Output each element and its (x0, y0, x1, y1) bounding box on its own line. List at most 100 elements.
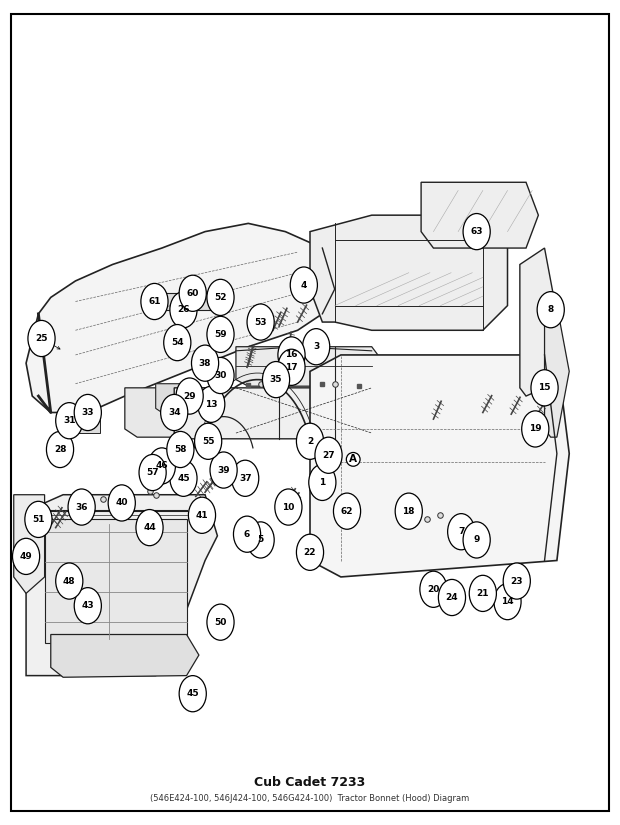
Circle shape (420, 571, 447, 607)
Text: 51: 51 (32, 515, 45, 524)
Circle shape (207, 316, 234, 352)
Text: 31: 31 (63, 417, 76, 425)
Circle shape (179, 676, 206, 712)
Polygon shape (60, 417, 100, 433)
Circle shape (278, 349, 305, 385)
Text: 58: 58 (174, 445, 187, 454)
Text: 60: 60 (187, 289, 199, 298)
Circle shape (503, 563, 530, 599)
Circle shape (463, 214, 490, 250)
Text: 7: 7 (458, 527, 464, 536)
Circle shape (170, 460, 197, 497)
Text: 54: 54 (171, 338, 184, 347)
Text: 55: 55 (202, 436, 215, 446)
Polygon shape (125, 388, 230, 437)
Text: 40: 40 (115, 498, 128, 507)
Text: 37: 37 (239, 474, 252, 483)
Polygon shape (45, 520, 187, 643)
Circle shape (176, 378, 203, 414)
Circle shape (74, 394, 102, 431)
Circle shape (108, 485, 135, 521)
Circle shape (278, 337, 305, 373)
Text: (546E424-100, 546J424-100, 546G424-100)  Tractor Bonnet (Hood) Diagram: (546E424-100, 546J424-100, 546G424-100) … (151, 794, 469, 804)
Text: 15: 15 (538, 384, 551, 393)
Text: 29: 29 (184, 392, 196, 401)
Text: 10: 10 (282, 502, 294, 512)
Circle shape (141, 284, 168, 319)
Text: 57: 57 (146, 468, 159, 477)
Polygon shape (544, 305, 569, 437)
Text: 41: 41 (196, 511, 208, 520)
Text: 49: 49 (20, 552, 32, 561)
Text: 38: 38 (199, 359, 211, 368)
Text: 6: 6 (244, 530, 250, 539)
Text: 22: 22 (304, 548, 316, 557)
Text: 45: 45 (187, 689, 199, 698)
Text: 23: 23 (510, 577, 523, 586)
Circle shape (494, 583, 521, 620)
Text: 50: 50 (215, 618, 227, 627)
Text: 4: 4 (301, 280, 307, 290)
Text: 3: 3 (313, 342, 319, 351)
Polygon shape (156, 384, 211, 417)
Text: 27: 27 (322, 450, 335, 460)
Text: 18: 18 (402, 507, 415, 516)
Text: 52: 52 (215, 293, 227, 302)
Circle shape (296, 423, 324, 460)
Text: 25: 25 (35, 334, 48, 343)
Text: 44: 44 (143, 523, 156, 532)
Text: 46: 46 (156, 461, 168, 470)
Text: A: A (349, 455, 357, 464)
Text: eReplacementParts.com: eReplacementParts.com (216, 413, 404, 428)
Circle shape (309, 464, 336, 501)
Text: 34: 34 (168, 408, 180, 417)
Circle shape (448, 514, 475, 549)
Circle shape (521, 411, 549, 447)
Circle shape (315, 437, 342, 474)
Text: 16: 16 (285, 351, 298, 360)
Circle shape (46, 431, 74, 468)
Text: 20: 20 (427, 585, 440, 594)
Circle shape (68, 489, 95, 526)
Text: 61: 61 (148, 297, 161, 306)
Circle shape (531, 370, 558, 406)
Circle shape (170, 291, 197, 328)
Text: 53: 53 (254, 318, 267, 327)
Polygon shape (51, 634, 199, 677)
Text: 5: 5 (257, 535, 264, 545)
Polygon shape (26, 224, 335, 412)
Circle shape (207, 280, 234, 315)
Circle shape (28, 320, 55, 356)
Text: 48: 48 (63, 577, 76, 586)
Text: 63: 63 (471, 227, 483, 236)
Text: 28: 28 (54, 445, 66, 454)
Circle shape (148, 448, 175, 484)
Text: 39: 39 (217, 465, 230, 474)
Polygon shape (310, 355, 569, 577)
Text: 30: 30 (215, 371, 227, 380)
Circle shape (74, 587, 102, 624)
Circle shape (207, 357, 234, 394)
Polygon shape (26, 495, 218, 676)
Circle shape (179, 276, 206, 311)
Text: 33: 33 (82, 408, 94, 417)
Polygon shape (310, 215, 508, 330)
Circle shape (164, 324, 191, 361)
Text: 2: 2 (307, 436, 313, 446)
Text: 9: 9 (474, 535, 480, 545)
Text: 36: 36 (76, 502, 88, 512)
Circle shape (290, 267, 317, 303)
Circle shape (167, 431, 194, 468)
Circle shape (192, 345, 219, 381)
Circle shape (56, 563, 83, 599)
Circle shape (469, 575, 497, 611)
Text: 45: 45 (177, 474, 190, 483)
Text: 13: 13 (205, 400, 218, 408)
Circle shape (296, 535, 324, 570)
Circle shape (12, 538, 40, 574)
Circle shape (463, 522, 490, 558)
Polygon shape (174, 388, 384, 439)
Circle shape (139, 455, 166, 491)
Circle shape (207, 604, 234, 640)
Text: 59: 59 (214, 330, 227, 339)
